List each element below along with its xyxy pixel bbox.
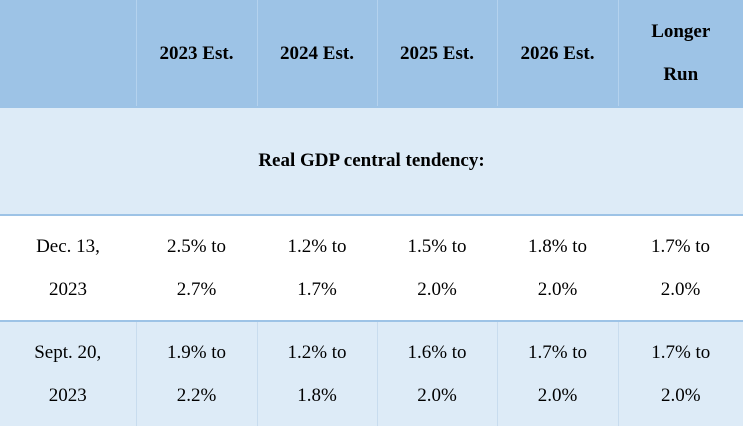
section-title: Real GDP central tendency: xyxy=(0,106,743,215)
header-cell-2025: 2025 Est. xyxy=(376,0,497,107)
table-cell: 1.7% to 2.0% xyxy=(618,214,743,321)
cell-line-1: 1.7% to xyxy=(527,342,588,363)
header-label: 2026 Est. xyxy=(520,42,595,64)
header-row: 2023 Est. 2024 Est. 2025 Est. 2026 Est. … xyxy=(0,0,743,107)
table-cell: 1.2% to 1.8% xyxy=(256,320,377,426)
cell-line-1: 1.5% to xyxy=(407,236,467,257)
cell-line-2: 2.0% xyxy=(537,279,578,300)
cell-line-1: 1.2% to xyxy=(287,236,347,257)
table-cell: 2.5% to 2.7% xyxy=(136,214,257,321)
table-row: Sept. 20, 2023 1.9% to 2.2% 1.2% to 1.8%… xyxy=(0,320,743,426)
cell-line-2: 1.7% xyxy=(297,279,337,300)
cell-line-1: 1.2% to xyxy=(287,342,347,363)
row-date-line-2: 2023 xyxy=(49,279,87,300)
row-date: Sept. 20, 2023 xyxy=(0,320,136,426)
cell-line-1: 1.6% to xyxy=(407,342,467,363)
header-label-line-2: Run xyxy=(663,64,699,85)
cell-line-1: 1.8% to xyxy=(527,236,588,257)
header-cell-2024: 2024 Est. xyxy=(256,0,377,107)
cell-line-1: 1.7% to xyxy=(651,342,711,363)
header-label: 2023 Est. xyxy=(159,42,234,64)
cell-line-1: 2.5% to xyxy=(166,236,227,257)
row-date-line-1: Sept. 20, xyxy=(34,342,102,363)
table-cell: 1.5% to 2.0% xyxy=(377,214,497,321)
row-date-line-1: Dec. 13, xyxy=(36,236,100,257)
row-date-line-2: 2023 xyxy=(48,385,87,406)
cell-line-2: 2.2% xyxy=(176,385,217,406)
table-cell: 1.2% to 1.7% xyxy=(257,214,377,321)
header-cell-2026: 2026 Est. xyxy=(496,0,618,107)
table-row: Dec. 13, 2023 2.5% to 2.7% 1.2% to 1.7% … xyxy=(0,214,743,321)
header-label: 2025 Est. xyxy=(400,42,474,64)
row-date: Dec. 13, 2023 xyxy=(0,214,136,321)
cell-line-2: 2.0% xyxy=(417,385,457,406)
header-cell-longer-run: Longer Run xyxy=(617,0,743,107)
cell-line-2: 1.8% xyxy=(297,385,337,406)
header-cell-empty xyxy=(0,0,136,107)
cell-line-2: 2.0% xyxy=(537,385,578,406)
table-cell: 1.8% to 2.0% xyxy=(497,214,618,321)
cell-line-2: 2.0% xyxy=(660,385,701,406)
table-cell: 1.7% to 2.0% xyxy=(496,320,618,426)
section-row: Real GDP central tendency: xyxy=(0,106,743,215)
header-label-line-1: Longer xyxy=(651,21,711,42)
table-cell: 1.6% to 2.0% xyxy=(376,320,497,426)
cell-line-2: 2.0% xyxy=(417,279,457,300)
table-cell: 1.7% to 2.0% xyxy=(617,320,743,426)
table-cell: 1.9% to 2.2% xyxy=(135,320,257,426)
header-label: 2024 Est. xyxy=(280,42,354,64)
cell-line-2: 2.7% xyxy=(176,279,217,300)
cell-line-1: 1.9% to xyxy=(166,342,227,363)
cell-line-1: 1.7% to xyxy=(650,236,711,257)
header-cell-2023: 2023 Est. xyxy=(135,0,257,107)
cell-line-2: 2.0% xyxy=(660,279,701,300)
